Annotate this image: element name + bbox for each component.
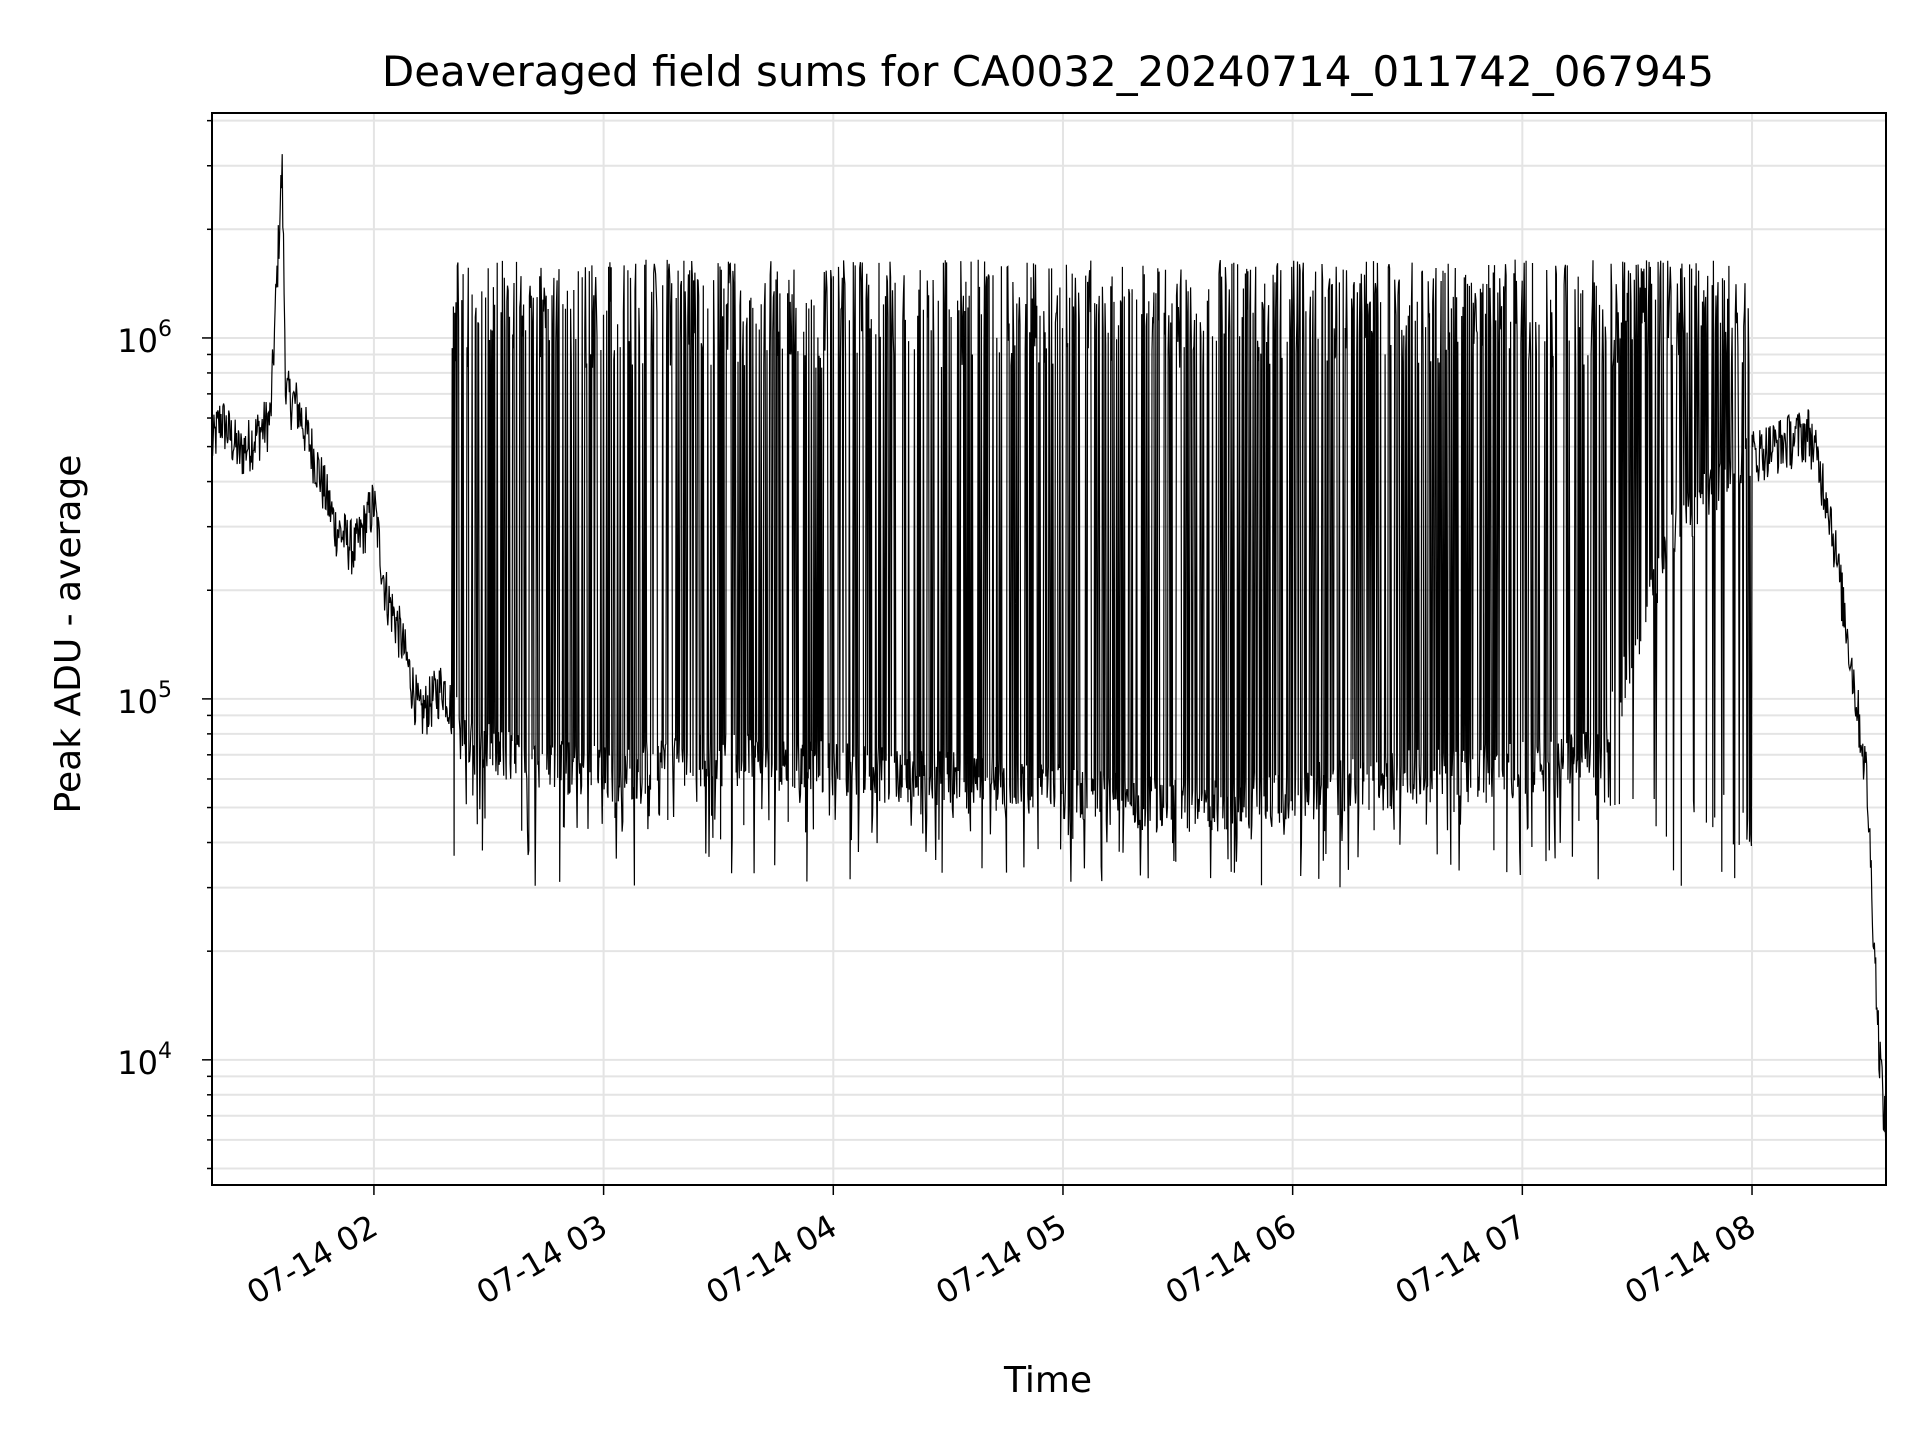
y-axis-label: Peak ADU - average <box>48 455 89 814</box>
y-tick-label: 104 <box>117 1039 172 1082</box>
y-tick-label: 105 <box>117 678 172 721</box>
chart-title: Deaveraged field sums for CA0032_2024071… <box>382 47 1714 96</box>
x-axis-label: Time <box>1003 1360 1092 1401</box>
plot-frame <box>211 112 1887 1186</box>
data-series <box>211 154 1887 1154</box>
y-ticks: 104 105 106 <box>117 119 212 1170</box>
y-tick-label: 106 <box>117 317 172 360</box>
series-line <box>211 154 1887 1154</box>
